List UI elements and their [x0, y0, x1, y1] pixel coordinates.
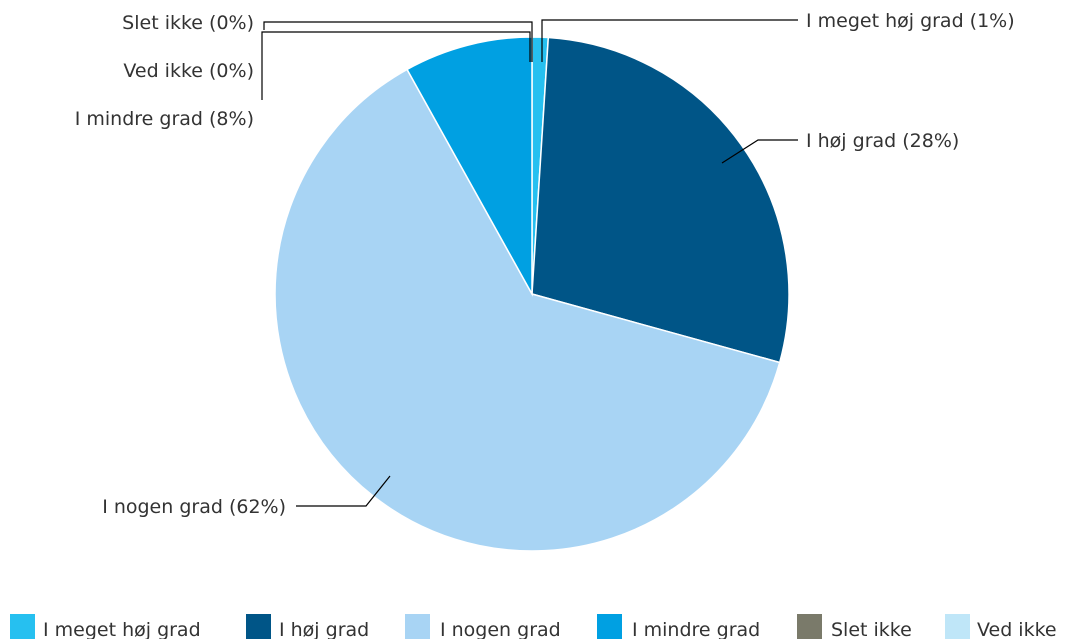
leader-line-ved-ikke — [261, 31, 531, 100]
legend-label-i-nogen-grad: I nogen grad — [440, 619, 561, 639]
slice-label-i-meget-hoej-grad: I meget høj grad (1%) — [806, 10, 1015, 32]
legend-swatch-ved-ikke — [945, 614, 970, 639]
legend-swatch-i-mindre-grad — [597, 614, 622, 639]
legend-label-i-mindre-grad: I mindre grad — [632, 619, 760, 639]
legend-label-i-hoej-grad: I høj grad — [279, 619, 369, 639]
leader-line-i-hoej-grad — [721, 139, 798, 164]
legend: I meget høj grad I høj grad I nogen grad… — [10, 614, 1057, 639]
leader-lines — [261, 19, 798, 507]
pie-slices — [274, 36, 790, 552]
slice-label-slet-ikke: Slet ikke (0%) — [122, 12, 254, 34]
pie-slice-i-nogen-grad — [274, 68, 781, 552]
leader-line-i-meget-hoej-grad — [541, 19, 798, 62]
pie-slice-i-hoej-grad — [531, 36, 790, 364]
slice-label-i-nogen-grad: I nogen grad (62%) — [102, 496, 286, 518]
leader-line-slet-ikke — [263, 21, 533, 62]
pie-slice-i-mindre-grad — [406, 36, 533, 297]
legend-swatch-i-hoej-grad — [246, 614, 271, 639]
leader-line-i-nogen-grad — [296, 475, 391, 507]
legend-label-i-meget-hoej-grad: I meget høj grad — [43, 619, 201, 639]
legend-swatch-i-nogen-grad — [405, 614, 430, 639]
legend-label-slet-ikke: Slet ikke — [831, 619, 912, 639]
slice-label-i-hoej-grad: I høj grad (28%) — [806, 130, 959, 152]
legend-label-ved-ikke: Ved ikke — [977, 619, 1057, 639]
legend-swatch-i-meget-hoej-grad — [10, 614, 35, 639]
slice-label-i-mindre-grad: I mindre grad (8%) — [75, 108, 254, 130]
legend-swatch-slet-ikke — [797, 614, 822, 639]
slice-label-ved-ikke: Ved ikke (0%) — [123, 60, 254, 82]
